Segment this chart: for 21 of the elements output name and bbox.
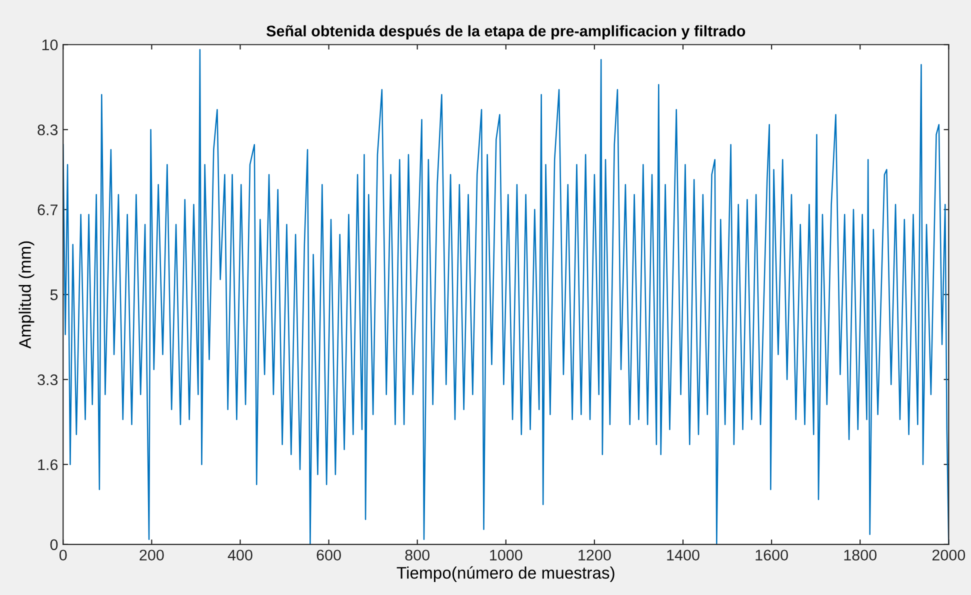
y-tick-label: 3.3 xyxy=(38,374,58,386)
y-tick-label: 0 xyxy=(50,539,58,550)
chart-title: Señal obtenida después de la etapa de pre-amplificacion y filtrado xyxy=(266,25,746,40)
x-tick-label: 1200 xyxy=(578,550,611,561)
x-tick-label: 400 xyxy=(228,550,252,561)
x-tick-label: 1000 xyxy=(490,550,522,561)
y-tick-label: 1.6 xyxy=(38,459,58,470)
x-tick-label: 2000 xyxy=(932,550,966,561)
x-tick-label: 0 xyxy=(59,550,67,561)
x-axis-title: Tiempo(número de muestras) xyxy=(396,566,614,582)
x-tick-label: 1400 xyxy=(667,550,700,561)
x-tick-label: 800 xyxy=(405,550,430,561)
y-tick-label: 5 xyxy=(50,290,58,300)
x-tick-label: 1600 xyxy=(756,550,788,561)
y-tick-label: 6.7 xyxy=(38,204,58,216)
x-tick-label: 600 xyxy=(316,550,341,561)
x-tick-label: 1800 xyxy=(844,550,877,561)
y-axis-title: Amplitud (mm) xyxy=(18,241,34,349)
y-tick-label: 10 xyxy=(42,39,58,50)
y-tick-label: 8.3 xyxy=(38,124,58,136)
x-tick-label: 200 xyxy=(140,550,164,561)
